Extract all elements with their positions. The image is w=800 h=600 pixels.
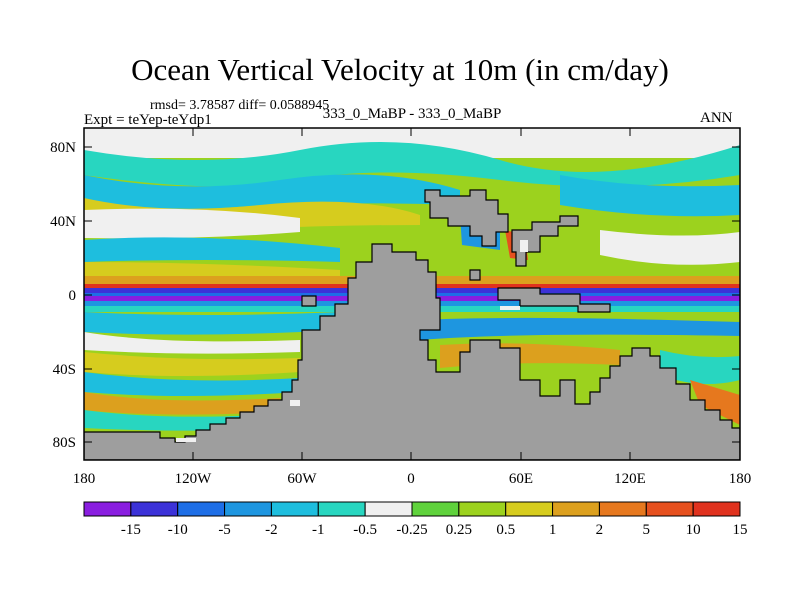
experiment-label: Expt = teYep-teYdp1: [84, 112, 212, 128]
colorbar: [83, 501, 741, 517]
colorbar-swatch: [364, 501, 413, 517]
stats-line: rmsd= 3.78587 diff= 0.0588945: [150, 98, 330, 113]
colorbar-swatch: [177, 501, 226, 517]
colorbar-swatch: [130, 501, 179, 517]
colorbar-swatch: [458, 501, 507, 517]
colorbar-swatch: [317, 501, 366, 517]
colorbar-label: 0.5: [496, 522, 515, 538]
colorbar-label: -15: [121, 522, 141, 538]
colorbar-swatch: [598, 501, 647, 517]
colorbar-label: 1: [549, 522, 557, 538]
colorbar-label: 10: [686, 522, 701, 538]
x-tick-label: 120W: [175, 471, 213, 487]
x-tick-label: 60W: [287, 471, 317, 487]
colorbar-swatch: [692, 501, 741, 517]
colorbar-label: 15: [733, 522, 748, 538]
map-field: [84, 128, 740, 460]
x-tick-label: 180: [729, 471, 752, 487]
y-tick-label: 80S: [53, 435, 76, 451]
colorbar-label: -2: [265, 522, 278, 538]
season-label: ANN: [700, 110, 733, 126]
y-tick-label: 0: [69, 288, 77, 304]
x-tick-label: 0: [407, 471, 415, 487]
colorbar-label: -10: [168, 522, 188, 538]
colorbar-label: -5: [218, 522, 231, 538]
map-frame: [83, 127, 741, 461]
colorbar-label: -0.25: [396, 522, 427, 538]
y-tick-label: 40S: [53, 362, 76, 378]
colorbar-swatch: [411, 501, 460, 517]
colorbar-swatch: [270, 501, 319, 517]
colorbar-swatch: [505, 501, 554, 517]
plot-title: Ocean Vertical Velocity at 10m (in cm/da…: [131, 52, 669, 87]
colorbar-swatch: [552, 501, 600, 517]
colorbar-label: -1: [312, 522, 325, 538]
colorbar-label: 0.25: [446, 522, 472, 538]
x-tick-label: 120E: [614, 471, 646, 487]
land-masses: [84, 189, 740, 460]
colorbar-label: 5: [643, 522, 651, 538]
axis-ticks: [83, 128, 741, 460]
colorbar-swatch: [645, 501, 694, 517]
colorbar-labels: -15 -10 -5 -2 -1 -0.5 -0.25 0.25 0.5 1 2 5 10 15: [121, 522, 748, 538]
x-tick-label: 60E: [509, 471, 533, 487]
comparison-label: 333_0_MaBP - 333_0_MaBP: [322, 106, 502, 122]
y-tick-label: 40N: [50, 214, 76, 230]
x-tick-label: 180: [73, 471, 96, 487]
coastal-strips: [176, 240, 528, 442]
colorbar-label: 2: [596, 522, 604, 538]
colorbar-label: -0.5: [353, 522, 377, 538]
y-tick-label: 80N: [50, 140, 76, 156]
colorbar-swatch: [83, 501, 132, 517]
colorbar-swatch: [224, 501, 272, 517]
